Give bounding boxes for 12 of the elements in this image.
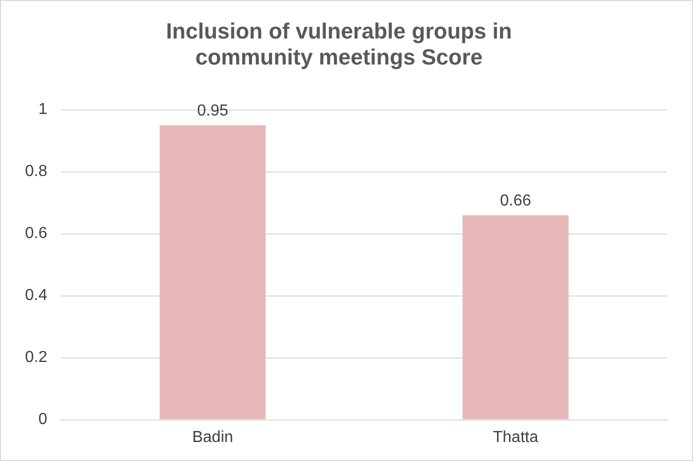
data-label: 0.66: [500, 192, 532, 210]
y-tick-label: 0.2: [24, 349, 48, 366]
y-tick-label: 0.6: [24, 225, 48, 242]
data-label: 0.95: [197, 102, 228, 120]
y-tick-label: 0.4: [24, 287, 48, 304]
x-tick-label: Thatta: [492, 428, 538, 446]
y-tick-label: 0: [38, 411, 48, 428]
y-tick-label: 0.8: [24, 163, 48, 180]
y-tick-label: 1: [38, 101, 48, 118]
text: community meetings Score: [195, 44, 483, 70]
x-tick-label: Badin: [192, 428, 234, 446]
text: Inclusion of vulnerable groups in: [166, 18, 512, 44]
